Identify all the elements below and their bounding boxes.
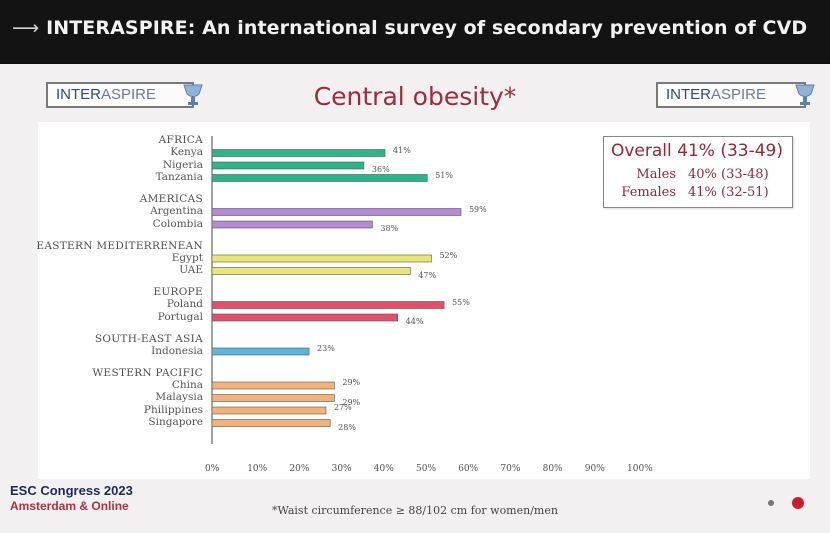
slide-title: Central obesity*	[313, 82, 517, 111]
x-tick-label: 80%	[542, 464, 563, 474]
bar	[211, 149, 386, 157]
country-label: Colombia	[152, 217, 203, 230]
x-tick-label: 10%	[247, 464, 268, 474]
header-title: ⟶ INTERASPIRE: An international survey o…	[12, 17, 807, 39]
bar	[211, 419, 331, 427]
overall-main: Overall 41% (33-49)	[610, 141, 783, 161]
header-bar: ⟶ INTERASPIRE: An international survey o…	[0, 0, 830, 62]
header-title-text: INTERASPIRE: An international survey of …	[46, 17, 808, 39]
bar	[211, 347, 310, 356]
bar	[211, 313, 398, 322]
x-tick-label: 20%	[289, 464, 310, 474]
data-label: 47%	[418, 270, 437, 280]
data-label: 55%	[452, 297, 470, 307]
data-label: 38%	[380, 224, 399, 233]
region-label: AFRICA	[158, 134, 203, 146]
bar	[211, 301, 445, 309]
interaspire-logo-right: INTERASPIRE	[656, 82, 815, 108]
logo-text-a: INTER	[56, 86, 101, 103]
data-label: 51%	[435, 170, 453, 180]
region-label: EUROPE	[153, 286, 203, 298]
bar	[211, 220, 373, 229]
trophy-icon	[183, 84, 203, 105]
country-label: Indonesia	[151, 344, 203, 357]
overall-summary-box: Overall 41% (33-49) Males 40% (33-48) Fe…	[603, 136, 793, 208]
footnote: *Waist circumference ≥ 88/102 cm for wom…	[272, 504, 558, 517]
trophy-icon	[795, 84, 815, 105]
bar	[211, 174, 428, 182]
country-label: UAE	[179, 264, 203, 276]
data-label: 36%	[371, 165, 390, 174]
country-label: Portugal	[157, 310, 203, 323]
arrow-icon: ⟶	[12, 17, 40, 39]
x-tick-label: 70%	[500, 464, 521, 474]
bar	[211, 394, 335, 402]
region-label: WESTERN PACIFIC	[92, 366, 203, 379]
data-label: 59%	[468, 204, 487, 214]
country-label: Argentina	[150, 205, 203, 217]
slide: INTERASPIRE Central obesity* INTERASPIRE…	[0, 64, 830, 533]
congress-footer: ESC Congress 2023 Amsterdam & Online	[10, 483, 133, 513]
congress-location: Amsterdam & Online	[10, 499, 129, 513]
logo-text-a: INTER	[666, 86, 711, 103]
country-label: Tanzania	[155, 171, 203, 183]
nav-dot-active	[792, 497, 804, 509]
data-label: 29%	[342, 378, 361, 387]
country-label: Kenya	[170, 146, 203, 158]
data-label: 29%	[342, 397, 361, 407]
data-label: 52%	[439, 251, 458, 260]
data-label: 27%	[333, 403, 352, 412]
region-label: AMERICAS	[139, 193, 203, 205]
bar	[211, 267, 411, 275]
country-label: China	[171, 378, 203, 391]
x-tick-label: 0%	[205, 464, 220, 474]
congress-name: ESC Congress 2023	[10, 483, 133, 498]
bar	[211, 254, 432, 263]
bar	[211, 208, 462, 216]
bar	[211, 381, 335, 390]
bar	[211, 161, 365, 170]
logo-text-b: ASPIRE	[101, 86, 157, 103]
country-label: Philippines	[143, 403, 203, 416]
females-value: 41% (32-51)	[688, 185, 769, 200]
country-label: Poland	[166, 298, 203, 310]
males-value: 40% (33-48)	[688, 167, 769, 182]
x-tick-label: 60%	[458, 464, 479, 474]
x-tick-label: 90%	[584, 464, 605, 474]
country-label: Singapore	[148, 416, 203, 428]
data-label: 23%	[317, 344, 335, 353]
country-label: Malaysia	[155, 391, 203, 403]
region-label: SOUTH-EAST ASIA	[94, 332, 203, 345]
females-label: Females	[621, 185, 676, 200]
males-label: Males	[636, 167, 676, 182]
chart-svg	[211, 136, 462, 444]
x-tick-label: 50%	[416, 464, 437, 474]
country-label: Nigeria	[162, 158, 203, 171]
x-tick-label: 40%	[373, 464, 394, 474]
x-tick-label: 100%	[627, 464, 653, 474]
logo-text-b: ASPIRE	[711, 86, 767, 103]
interaspire-logo-left: INTERASPIRE	[46, 82, 203, 108]
bar	[211, 406, 327, 415]
region-label: EASTERN MEDITERRENEAN	[36, 239, 203, 252]
data-label: 28%	[338, 422, 356, 432]
data-label: 44%	[405, 317, 424, 326]
x-tick-label: 30%	[331, 464, 352, 474]
country-label: Egypt	[171, 251, 203, 264]
nav-dot	[768, 500, 774, 506]
data-label: 41%	[393, 145, 411, 155]
